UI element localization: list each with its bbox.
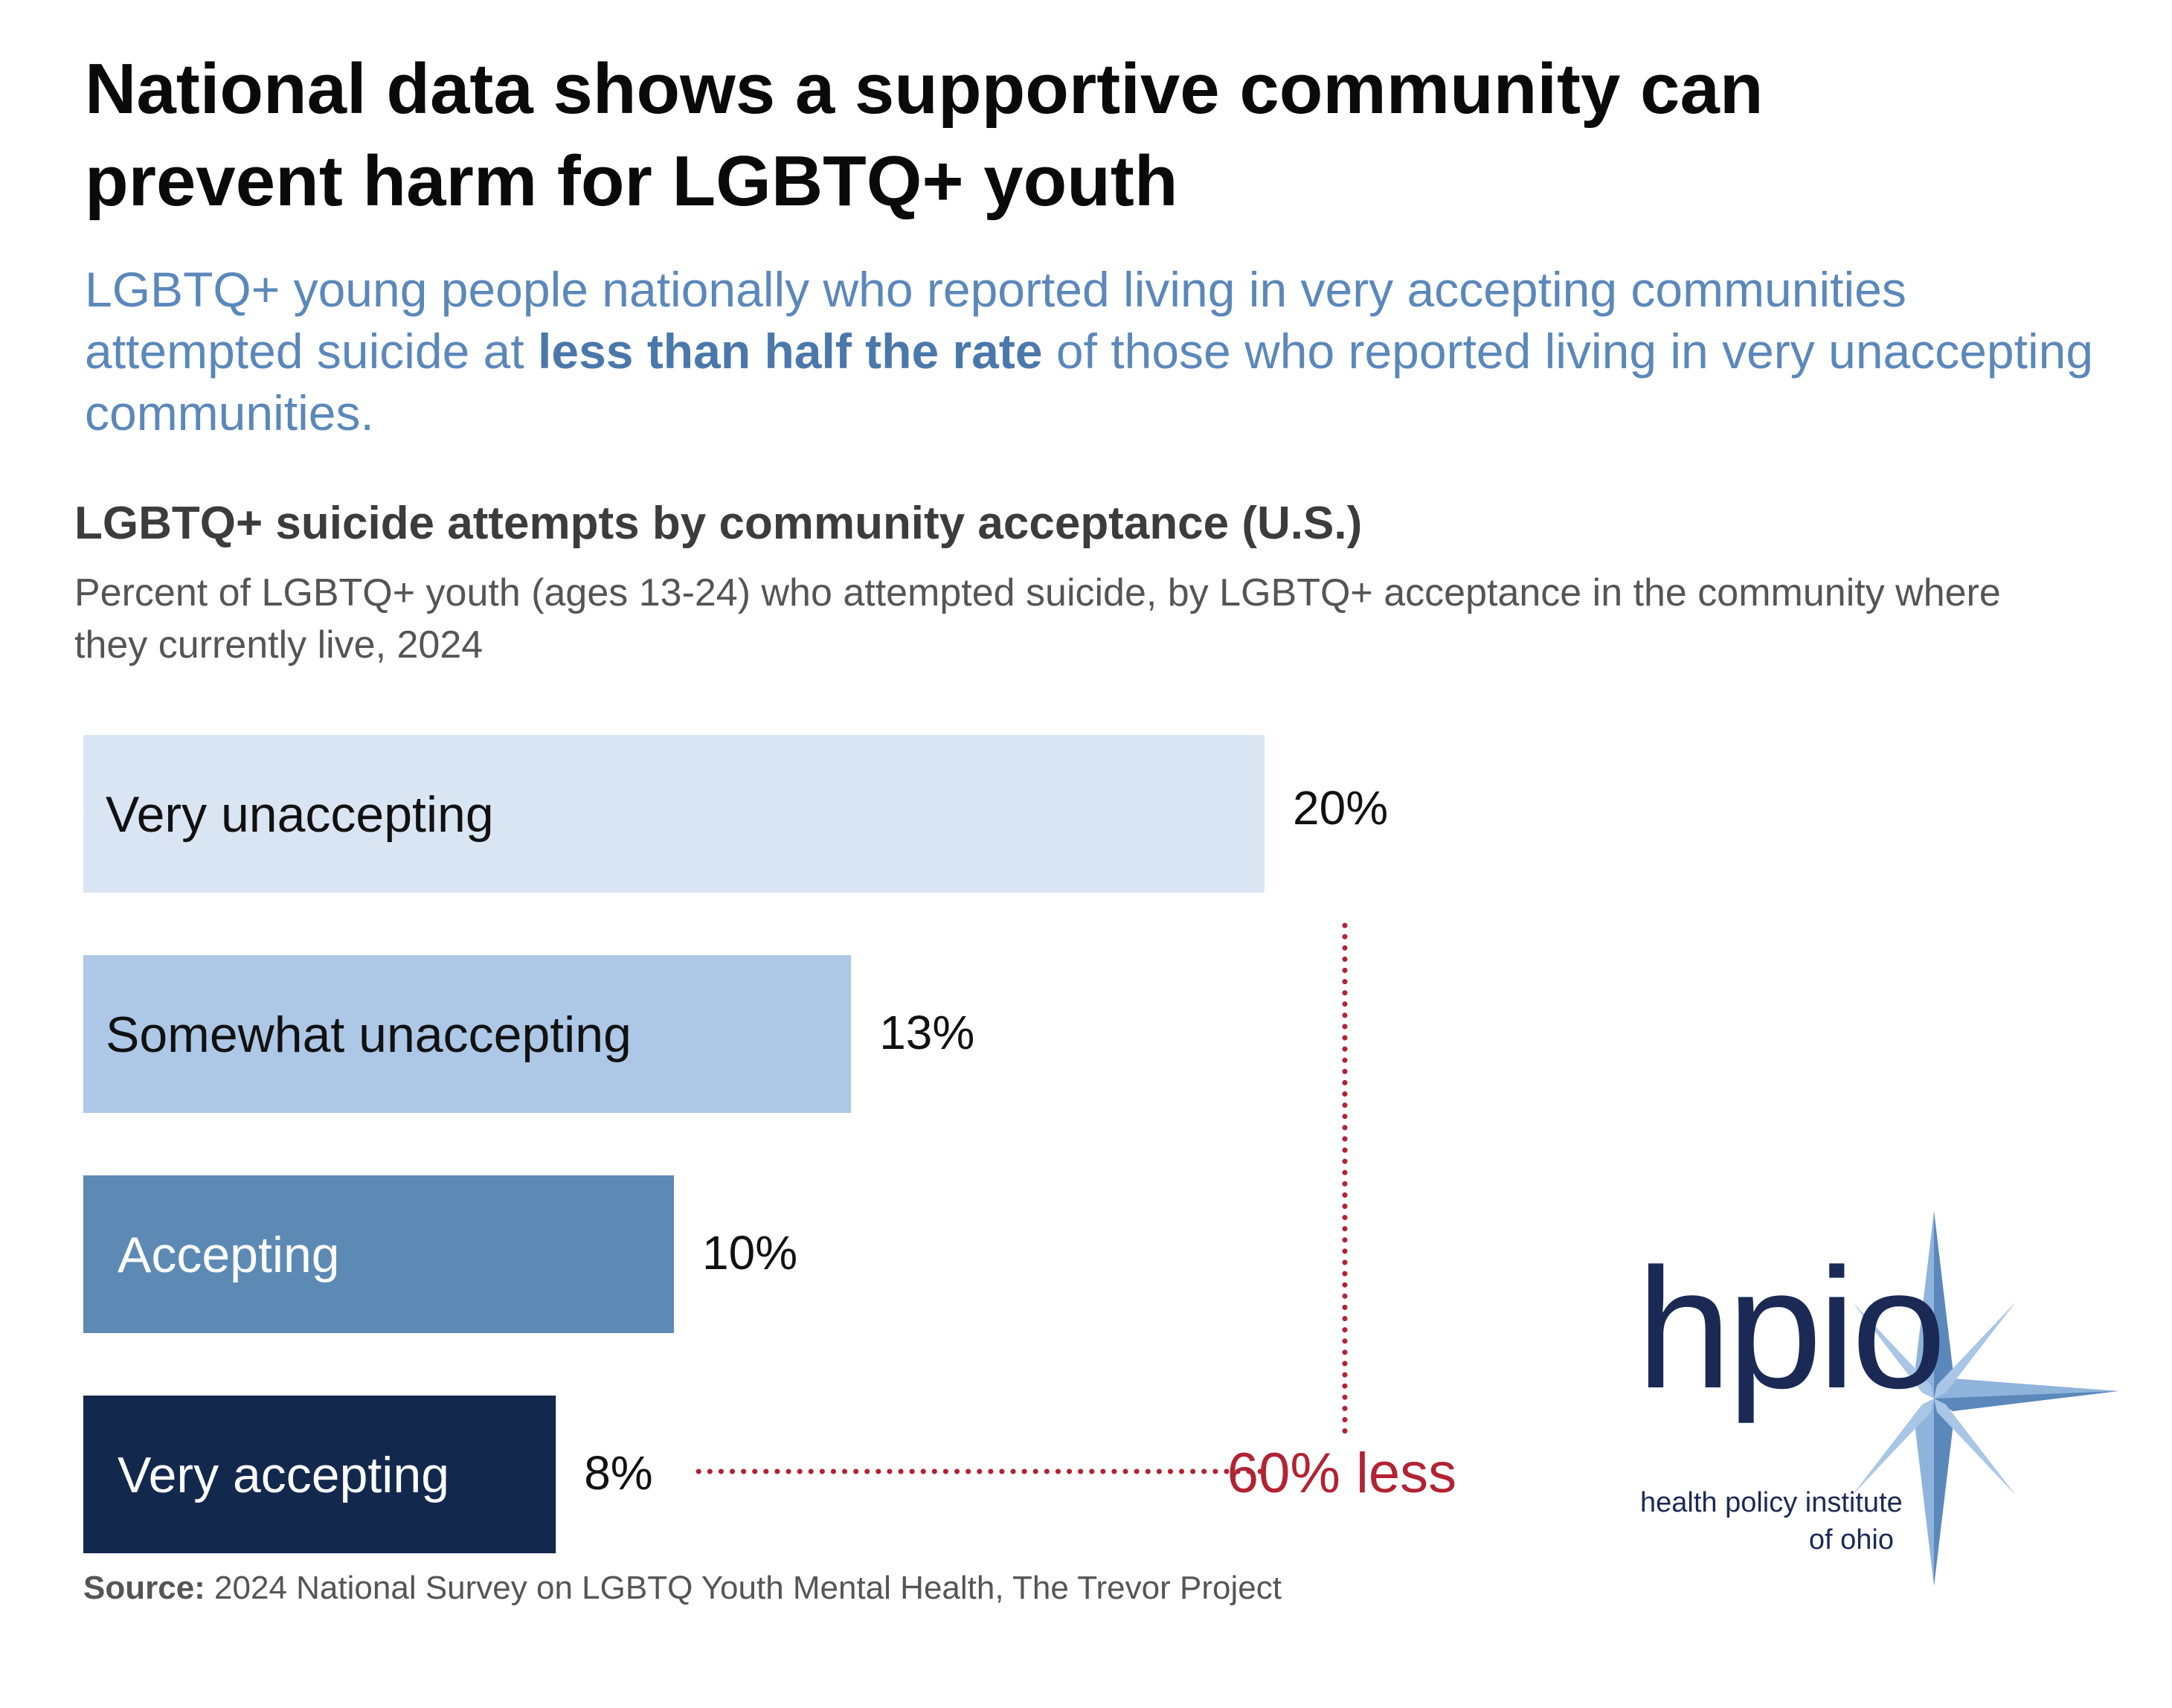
lede-emphasis: less than half the rate <box>538 324 1043 379</box>
bar-very-unaccepting <box>83 735 1265 893</box>
lede-after: of those who reported living in very una… <box>85 324 2094 440</box>
headline: National data shows a supportive communi… <box>85 49 1764 221</box>
lede-text: LGBTQ+ young people nationally who repor… <box>85 259 2123 444</box>
source-label: Source: <box>83 1570 205 1606</box>
source-text: 2024 National Survey on LGBTQ Youth Ment… <box>205 1570 1282 1606</box>
bar-somewhat-unaccepting <box>83 955 852 1113</box>
value-label-accepting: 10% <box>702 1226 797 1280</box>
compass-star-icon <box>1852 1211 2118 1586</box>
chart-subtitle: Percent of LGBTQ+ youth (ages 13-24) who… <box>74 571 2001 667</box>
logo-wordmark: hpio <box>1636 1233 1942 1424</box>
logo-line-2: of ohio <box>1809 1524 1894 1556</box>
category-label-very-unaccepting: Very unaccepting <box>106 786 494 843</box>
annotation-label: 60% less <box>1227 1442 1456 1505</box>
category-label-accepting: Accepting <box>118 1227 340 1283</box>
bar-accepting <box>83 1175 674 1333</box>
value-label-somewhat-unaccepting: 13% <box>879 1006 974 1059</box>
value-label-very-accepting: 8% <box>584 1446 653 1500</box>
chart-title: LGBTQ+ suicide attempts by community acc… <box>74 498 1363 549</box>
bar-very-accepting <box>83 1396 556 1553</box>
value-label-very-unaccepting: 20% <box>1293 781 1388 835</box>
source-note: Source: 2024 National Survey on LGBTQ Yo… <box>83 1570 1282 1607</box>
hpio-logo: hpio health policy institute of ohio <box>1636 1211 2118 1586</box>
category-label-somewhat-unaccepting: Somewhat unaccepting <box>106 1006 632 1063</box>
logo-line-1: health policy institute <box>1640 1487 1903 1518</box>
lede-before: LGBTQ+ young people nationally who repor… <box>85 262 1906 379</box>
category-label-very-accepting: Very accepting <box>118 1447 449 1503</box>
